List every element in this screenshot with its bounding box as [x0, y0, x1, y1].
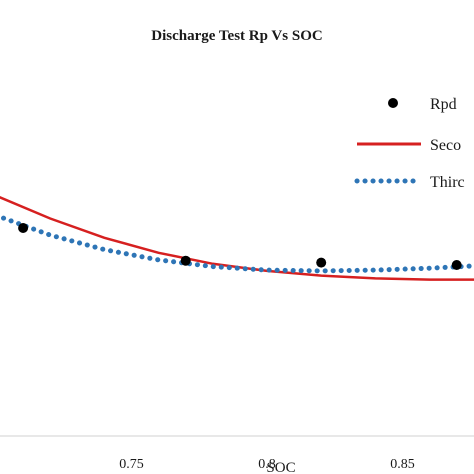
series-line-thirc	[0, 214, 474, 274]
points-layer	[18, 223, 462, 270]
x-tick-label: 0.8	[258, 457, 276, 472]
x-tick-labels: 0.75 0.8 0.85	[119, 457, 415, 472]
legend-marker-rpd	[388, 98, 398, 108]
series-layer	[0, 196, 474, 281]
x-axis-title: SOC	[266, 460, 295, 474]
x-tick-label: 0.75	[119, 457, 144, 472]
data-point	[180, 255, 191, 266]
legend-label-rpd: Rpd	[430, 96, 457, 113]
legend-label-thirc: Thirc	[430, 174, 465, 191]
plot-area	[0, 196, 474, 437]
legend-entry-rpd: Rpd	[388, 96, 457, 113]
legend-entry-seco: Seco	[357, 137, 461, 154]
legend-entry-thirc: Thirc	[354, 174, 465, 191]
data-point	[316, 257, 327, 268]
legend: Rpd Seco Thirc	[354, 96, 465, 191]
chart-title: Discharge Test Rp Vs SOC	[151, 28, 322, 44]
data-point	[451, 260, 462, 270]
x-tick-label: 0.85	[390, 457, 415, 472]
data-point	[18, 223, 29, 233]
legend-label-seco: Seco	[430, 137, 461, 154]
